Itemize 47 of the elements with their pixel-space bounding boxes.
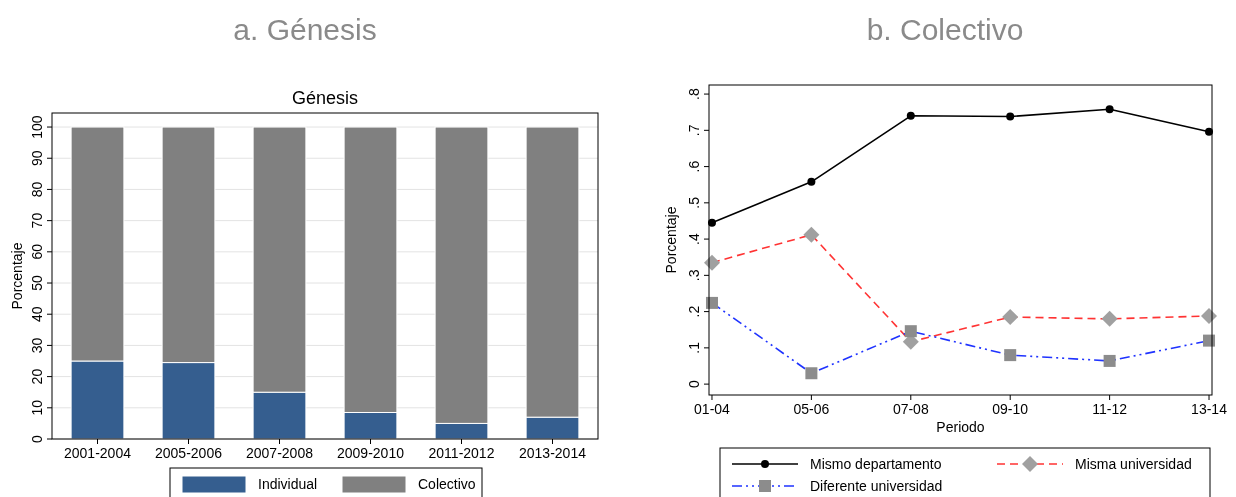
y-tick-label: .7 [686, 124, 702, 137]
legend-label: Misma universidad [1075, 456, 1192, 472]
y-tick-label: .8 [686, 88, 702, 100]
legend-label: Individual [258, 476, 318, 492]
y-tick-label: .3 [686, 269, 702, 282]
y-axis-title: Porcentaje [663, 206, 679, 274]
x-tick-label: 13-14 [1191, 401, 1228, 417]
y-tick-label: 40 [29, 306, 45, 322]
x-tick-label: 01-04 [694, 401, 731, 417]
x-tick-label: 2007-2008 [246, 445, 314, 461]
y-tick-label: .4 [686, 233, 702, 245]
y-tick-label: .6 [686, 160, 702, 173]
y-tick-label: 60 [29, 243, 45, 260]
point [807, 177, 816, 186]
x-axis-title: Periodo [936, 419, 985, 435]
legend-label: Colectivo [418, 476, 476, 492]
x-tick-label: 2001-2004 [64, 445, 132, 461]
x-tick-label: 05-06 [793, 401, 830, 417]
y-tick-label: 0 [29, 434, 45, 443]
y-tick-label: 50 [29, 275, 45, 291]
x-tick-label: 07-08 [892, 401, 929, 417]
y-tick-label: .2 [686, 305, 702, 318]
x-tick-label: 2005-2006 [155, 445, 223, 461]
x-tick-label: 09-10 [992, 401, 1029, 417]
y-tick-label: 80 [29, 181, 45, 198]
y-tick-label: .1 [686, 341, 702, 354]
x-tick-label: 2011-2012 [428, 445, 495, 461]
point [1105, 105, 1114, 114]
chart-subtitle: Génesis [291, 88, 359, 108]
y-tick-label: 90 [29, 150, 45, 167]
chart-title: b. Colectivo [866, 13, 1024, 46]
y-tick-label: .5 [686, 196, 702, 209]
y-tick-label: 30 [29, 337, 45, 354]
legend-label: Diferente universidad [810, 478, 943, 494]
y-tick-label: 20 [29, 368, 45, 385]
x-tick-label: 2013-2014 [519, 445, 587, 461]
x-tick-label: 2009-2010 [337, 445, 405, 461]
y-tick-label: 70 [29, 212, 45, 229]
x-tick-label: 11-12 [1092, 401, 1128, 417]
y-tick-label: 10 [29, 399, 45, 416]
point [1006, 112, 1015, 121]
legend-label: Mismo departamento [810, 456, 942, 472]
point [906, 111, 915, 120]
y-axis-title: Porcentaje [9, 242, 25, 310]
y-tick-label: 0 [686, 380, 702, 389]
chart-title: a. Génesis [233, 13, 377, 46]
y-tick-label: 100 [29, 115, 45, 139]
